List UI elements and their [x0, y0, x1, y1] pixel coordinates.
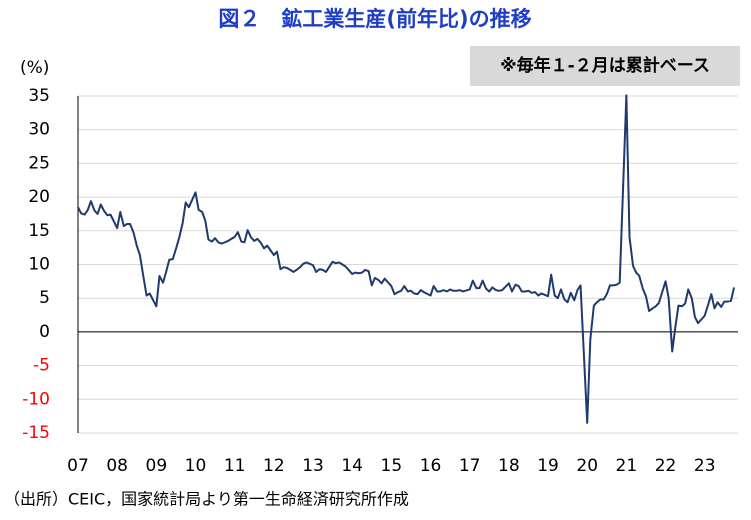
x-tick-label: 13 [302, 456, 324, 476]
x-tick-label: 20 [576, 456, 598, 476]
y-tick-label: -10 [22, 389, 50, 409]
x-tick-label: 22 [655, 456, 677, 476]
y-tick-label: -5 [33, 356, 50, 376]
annotation-box [470, 46, 740, 86]
y-tick-label: 35 [28, 86, 50, 106]
x-tick-label: 07 [67, 456, 89, 476]
source-note: （出所）CEIC，国家統計局より第一生命経済研究所作成 [4, 490, 409, 509]
x-tick-label: 17 [459, 456, 481, 476]
x-tick-label: 18 [498, 456, 520, 476]
y-tick-label: 25 [28, 153, 50, 173]
x-tick-label: 10 [185, 456, 207, 476]
y-tick-label: 15 [28, 221, 50, 241]
x-tick-label: 15 [381, 456, 403, 476]
x-tick-label: 19 [537, 456, 559, 476]
y-tick-label: -15 [22, 423, 50, 443]
y-tick-label: 30 [28, 120, 50, 140]
y-tick-label: 10 [28, 255, 50, 275]
y-tick-label: 5 [39, 288, 50, 308]
y-axis-label: (%) [20, 58, 49, 78]
chart-title: 図２ 鉱工業生産(前年比)の推移 [218, 7, 531, 31]
x-tick-label: 11 [224, 456, 246, 476]
x-tick-label: 21 [616, 456, 638, 476]
x-tick-label: 12 [263, 456, 285, 476]
x-tick-label: 08 [106, 456, 128, 476]
x-tick-label: 14 [341, 456, 363, 476]
annotation: ※毎年１-２月は累計ベース [500, 55, 710, 76]
x-tick-label: 16 [420, 456, 442, 476]
x-tick-label: 23 [694, 456, 716, 476]
x-tick-label: 09 [146, 456, 168, 476]
data-line [77, 94, 736, 424]
y-tick-label: 20 [28, 187, 50, 207]
y-tick-label: 0 [39, 322, 50, 342]
